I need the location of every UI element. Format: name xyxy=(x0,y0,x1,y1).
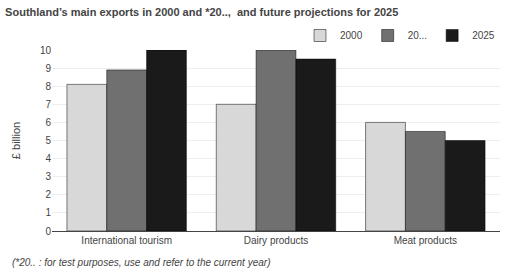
svg-text:Meat products: Meat products xyxy=(394,235,457,246)
svg-text:Southland’s main exports in 20: Southland’s main exports in 2000 and *20… xyxy=(5,6,398,18)
svg-text:3: 3 xyxy=(45,171,51,182)
svg-text:5: 5 xyxy=(45,135,51,146)
svg-text:2025: 2025 xyxy=(472,30,495,41)
svg-text:8: 8 xyxy=(45,81,51,92)
svg-text:4: 4 xyxy=(45,153,51,164)
svg-text:0: 0 xyxy=(45,226,51,237)
svg-text:£ billion: £ billion xyxy=(10,122,22,159)
svg-text:20...: 20... xyxy=(408,30,427,41)
svg-text:7: 7 xyxy=(45,99,51,110)
svg-text:Dairy products: Dairy products xyxy=(244,235,308,246)
svg-text:(*20.. : for test purposes, us: (*20.. : for test purposes, use and refe… xyxy=(12,257,270,268)
svg-text:2: 2 xyxy=(45,189,51,200)
svg-text:1: 1 xyxy=(45,207,51,218)
svg-text:10: 10 xyxy=(40,45,52,56)
svg-text:International tourism: International tourism xyxy=(81,235,172,246)
svg-text:2000: 2000 xyxy=(340,30,363,41)
svg-text:6: 6 xyxy=(45,117,51,128)
svg-text:9: 9 xyxy=(45,63,51,74)
